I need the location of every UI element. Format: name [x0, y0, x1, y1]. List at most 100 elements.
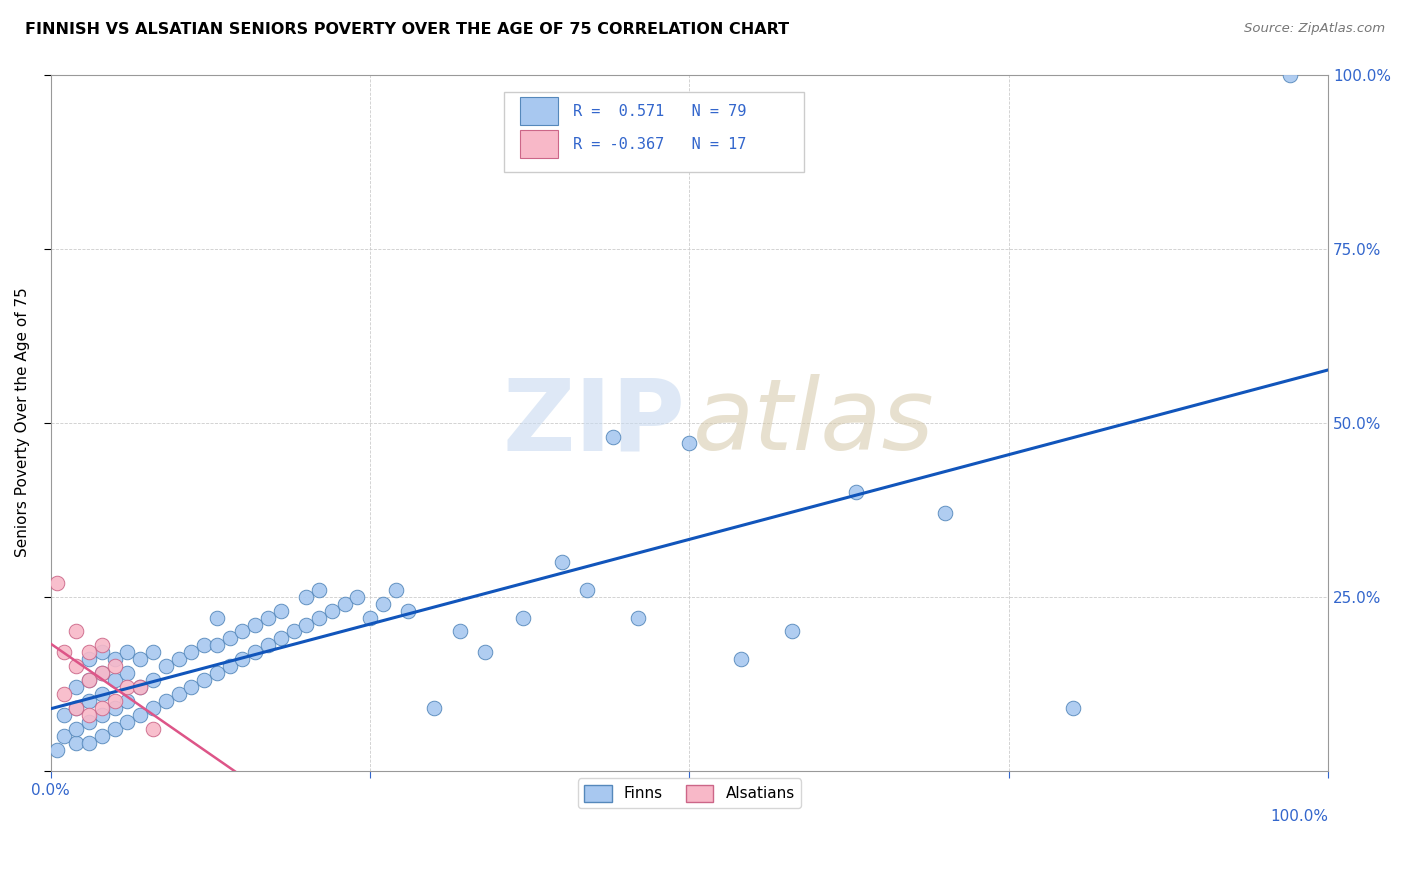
- Point: [65, 736, 87, 750]
- Point: [512, 610, 534, 624]
- Point: [65, 701, 87, 715]
- Point: [117, 645, 139, 659]
- Point: [142, 701, 165, 715]
- Point: [52, 645, 75, 659]
- Text: ZIP: ZIP: [503, 374, 686, 471]
- Point: [90, 645, 112, 659]
- Point: [65, 624, 87, 639]
- Point: [780, 624, 803, 639]
- Point: [602, 429, 624, 443]
- Point: [167, 652, 190, 666]
- Point: [65, 680, 87, 694]
- Point: [218, 659, 240, 673]
- Point: [270, 604, 292, 618]
- Point: [730, 652, 752, 666]
- Point: [576, 582, 599, 597]
- Text: R = -0.367   N = 17: R = -0.367 N = 17: [574, 136, 747, 152]
- Text: R =  0.571   N = 79: R = 0.571 N = 79: [574, 103, 747, 119]
- Point: [398, 604, 420, 618]
- Point: [308, 582, 330, 597]
- FancyBboxPatch shape: [520, 97, 558, 126]
- Point: [77, 673, 100, 688]
- Point: [90, 687, 112, 701]
- Point: [1278, 68, 1301, 82]
- Point: [270, 632, 292, 646]
- Point: [193, 673, 215, 688]
- Point: [283, 624, 305, 639]
- Point: [333, 597, 356, 611]
- Point: [295, 590, 318, 604]
- Point: [449, 624, 471, 639]
- Point: [346, 590, 368, 604]
- Y-axis label: Seniors Poverty Over the Age of 75: Seniors Poverty Over the Age of 75: [15, 288, 30, 558]
- Point: [104, 652, 127, 666]
- Point: [117, 666, 139, 681]
- Point: [65, 701, 87, 715]
- Point: [155, 659, 177, 673]
- Point: [52, 687, 75, 701]
- Point: [205, 610, 228, 624]
- Point: [90, 639, 112, 653]
- Point: [129, 708, 152, 723]
- Point: [423, 701, 446, 715]
- Point: [77, 714, 100, 729]
- Point: [844, 485, 866, 500]
- Point: [104, 673, 127, 688]
- FancyBboxPatch shape: [520, 130, 558, 158]
- Point: [77, 652, 100, 666]
- Point: [90, 666, 112, 681]
- Text: FINNISH VS ALSATIAN SENIORS POVERTY OVER THE AGE OF 75 CORRELATION CHART: FINNISH VS ALSATIAN SENIORS POVERTY OVER…: [25, 22, 789, 37]
- Point: [104, 722, 127, 736]
- Point: [257, 610, 280, 624]
- Point: [384, 582, 406, 597]
- Point: [52, 729, 75, 743]
- Point: [474, 645, 496, 659]
- Point: [77, 673, 100, 688]
- Point: [90, 701, 112, 715]
- Point: [129, 680, 152, 694]
- Point: [117, 714, 139, 729]
- Point: [117, 680, 139, 694]
- Point: [65, 722, 87, 736]
- Point: [142, 673, 165, 688]
- Point: [155, 694, 177, 708]
- Point: [77, 736, 100, 750]
- Point: [46, 743, 69, 757]
- Text: atlas: atlas: [693, 374, 935, 471]
- Point: [129, 680, 152, 694]
- Point: [218, 632, 240, 646]
- Point: [77, 694, 100, 708]
- Point: [65, 659, 87, 673]
- Point: [142, 645, 165, 659]
- Point: [117, 694, 139, 708]
- Point: [359, 610, 381, 624]
- Point: [321, 604, 343, 618]
- Point: [205, 639, 228, 653]
- Point: [142, 722, 165, 736]
- Point: [551, 555, 574, 569]
- Point: [231, 624, 253, 639]
- Text: Source: ZipAtlas.com: Source: ZipAtlas.com: [1244, 22, 1385, 36]
- Point: [180, 645, 202, 659]
- Point: [295, 617, 318, 632]
- Point: [46, 575, 69, 590]
- FancyBboxPatch shape: [505, 92, 804, 172]
- Point: [129, 652, 152, 666]
- Point: [90, 666, 112, 681]
- Point: [77, 708, 100, 723]
- Point: [231, 652, 253, 666]
- Point: [308, 610, 330, 624]
- Point: [104, 701, 127, 715]
- Text: 100.0%: 100.0%: [1270, 809, 1329, 824]
- Point: [90, 708, 112, 723]
- Point: [104, 694, 127, 708]
- Point: [1062, 701, 1084, 715]
- Point: [245, 645, 267, 659]
- Point: [678, 436, 700, 450]
- Point: [90, 729, 112, 743]
- Point: [167, 687, 190, 701]
- Point: [193, 639, 215, 653]
- Point: [627, 610, 650, 624]
- Point: [371, 597, 394, 611]
- Point: [180, 680, 202, 694]
